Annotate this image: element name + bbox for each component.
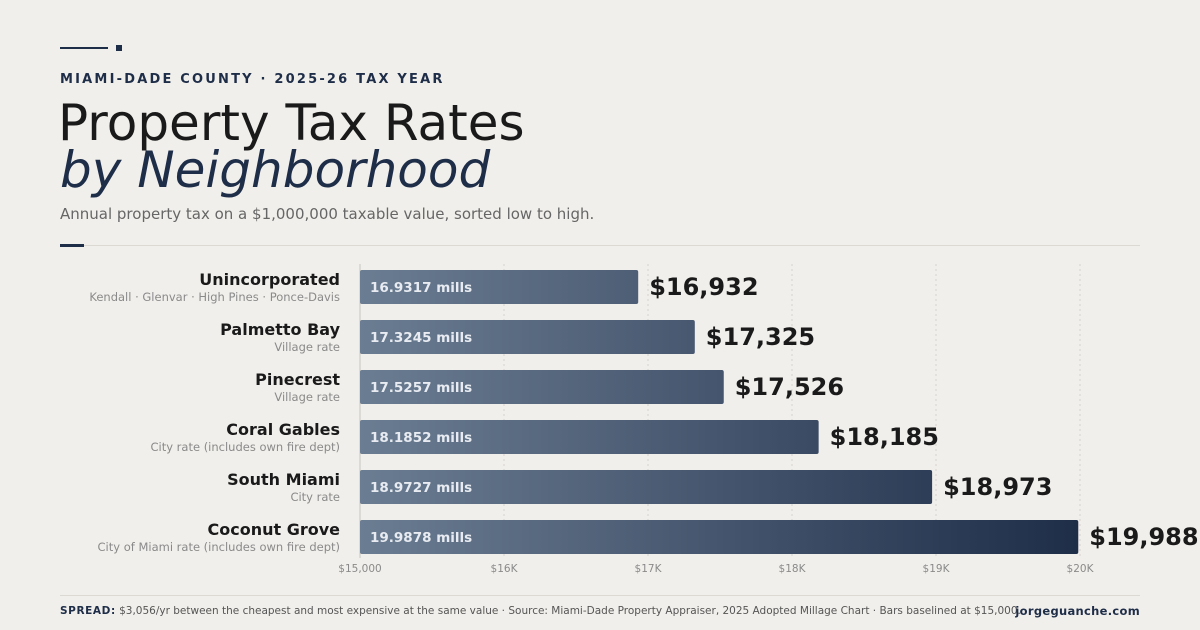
category-note: City of Miami rate (includes own fire de… (98, 540, 340, 554)
x-tick-label: $15,000 (338, 563, 381, 575)
bar (360, 420, 819, 454)
footer-divider (60, 595, 1140, 596)
category-note: Village rate (274, 390, 340, 404)
accent-line (60, 47, 108, 49)
bar-millage-label: 17.3245 mills (370, 330, 472, 346)
accent-rule (60, 244, 84, 247)
page-title: Property Tax Rates (58, 94, 525, 152)
subtitle: Annual property tax on a $1,000,000 taxa… (60, 205, 595, 223)
category-label: South Miami (227, 470, 340, 489)
category-note: City rate (290, 490, 340, 504)
page-title-italic: by Neighborhood (60, 141, 491, 199)
category-note: City rate (includes own fire dept) (150, 440, 340, 454)
category-label: Pinecrest (255, 370, 340, 389)
bar-millage-label: 16.9317 mills (370, 280, 472, 296)
x-tick-label: $18K (779, 563, 807, 575)
eyebrow: MIAMI-DADE COUNTY · 2025-26 TAX YEAR (60, 72, 445, 87)
bar (360, 270, 639, 304)
bar-value-label: $19,988 (1089, 523, 1198, 551)
bar-value-label: $16,932 (649, 273, 758, 301)
bar (360, 370, 724, 404)
category-note: Kendall · Glenvar · High Pines · Ponce-D… (89, 290, 340, 304)
category-note: Village rate (274, 340, 340, 354)
site-link[interactable]: jorgeguanche.com (1015, 604, 1140, 618)
bar-value-label: $18,973 (943, 473, 1052, 501)
footer-note: SPREAD: $3,056/yr between the cheapest a… (60, 605, 1140, 617)
bar (360, 520, 1079, 554)
accent-dot (116, 45, 122, 51)
spread-text: $3,056/yr between the cheapest and most … (119, 605, 1021, 617)
bar-value-label: $17,325 (706, 323, 815, 351)
bar-millage-label: 18.9727 mills (370, 480, 472, 496)
category-label: Palmetto Bay (220, 320, 340, 339)
bar-value-label: $17,526 (735, 373, 844, 401)
x-tick-label: $17K (635, 563, 663, 575)
bar-chart: 16.9317 mills $16,932 UnincorporatedKendal… (89, 264, 1199, 575)
bar (360, 320, 695, 354)
category-label: Coconut Grove (207, 520, 340, 539)
x-tick-label: $19K (923, 563, 951, 575)
header-divider (84, 245, 1140, 246)
category-label: Coral Gables (226, 420, 340, 439)
bar-millage-label: 18.1852 mills (370, 430, 472, 446)
spread-label: SPREAD: (60, 605, 116, 617)
x-tick-label: $20K (1067, 563, 1095, 575)
bar-millage-label: 19.9878 mills (370, 530, 472, 546)
bar-value-label: $18,185 (830, 423, 939, 451)
bar (360, 470, 933, 504)
x-tick-label: $16K (491, 563, 519, 575)
category-label: Unincorporated (199, 270, 340, 289)
bar-millage-label: 17.5257 mills (370, 380, 472, 396)
